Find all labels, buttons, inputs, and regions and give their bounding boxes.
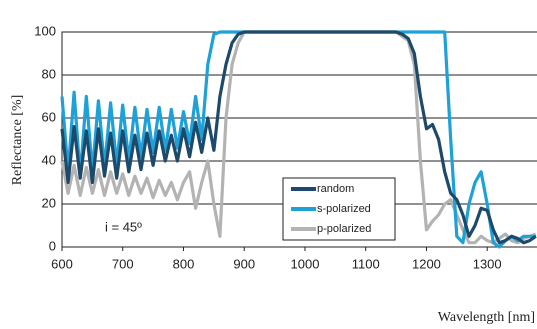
x-tick-label: 1000	[291, 256, 320, 271]
x-tick-label: 800	[173, 256, 195, 271]
y-tick-label: 80	[42, 66, 56, 81]
y-tick-label: 20	[42, 195, 56, 210]
legend-label: p-polarized	[317, 223, 371, 235]
annotation: i = 45º	[105, 219, 142, 234]
x-tick-label: 1100	[352, 256, 380, 271]
legend-label: s-polarized	[317, 203, 371, 215]
y-tick-label: 0	[49, 238, 56, 253]
x-tick-label: 1300	[473, 256, 502, 271]
x-tick-label: 600	[51, 256, 73, 271]
y-tick-label: 40	[42, 152, 56, 167]
x-tick-label: 1200	[412, 256, 441, 271]
y-tick-label: 100	[34, 23, 56, 38]
y-axis-label: Reflectance [%]	[10, 95, 25, 186]
legend-label: random	[317, 183, 354, 195]
series-line	[60, 30, 537, 245]
y-tick-label: 60	[42, 109, 56, 124]
x-tick-label: 900	[233, 256, 255, 271]
x-tick-label: 700	[112, 256, 134, 271]
x-axis-label: Wavelength [nm]	[438, 310, 535, 325]
